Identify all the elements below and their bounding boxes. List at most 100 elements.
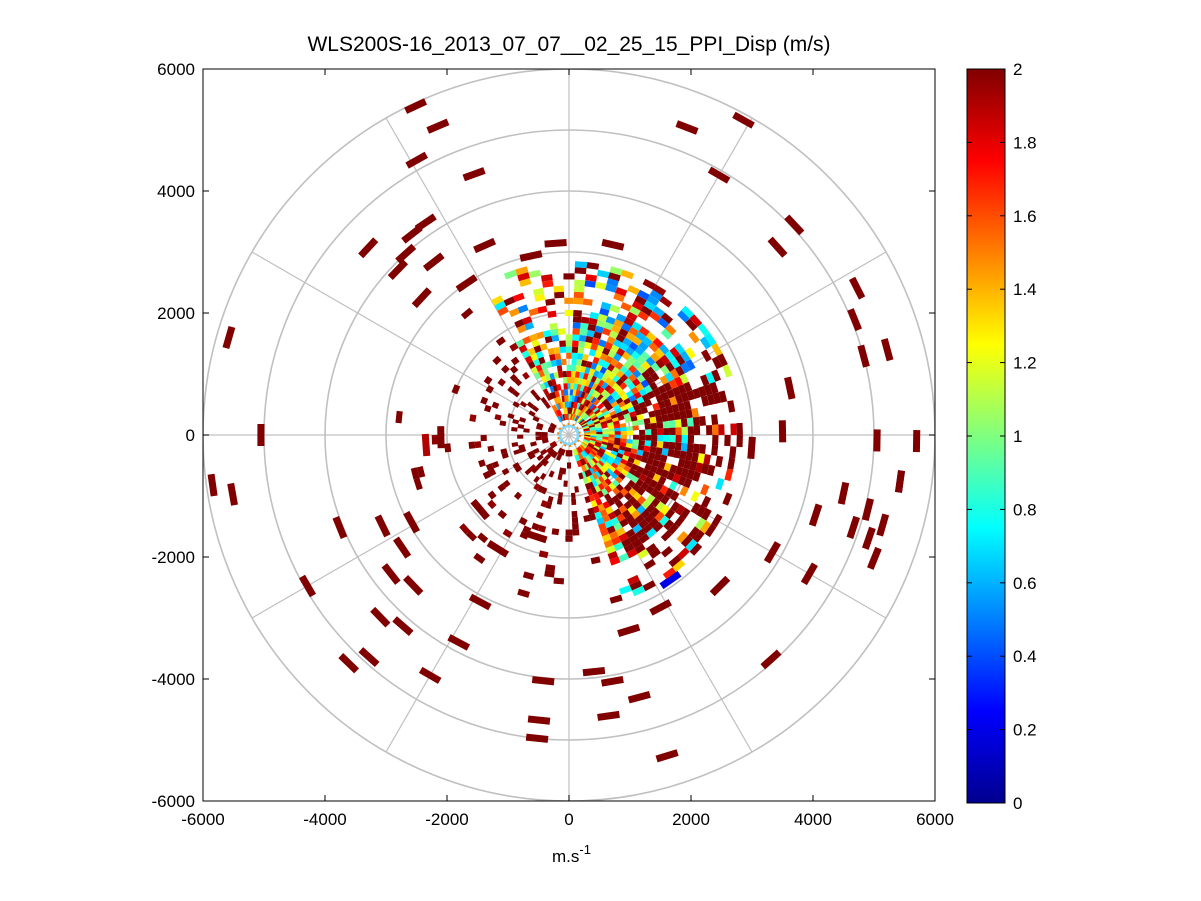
scan-cell bbox=[687, 434, 695, 444]
scan-cell bbox=[589, 311, 600, 320]
scan-cell bbox=[599, 353, 608, 361]
scan-cell bbox=[606, 525, 616, 534]
scan-cell bbox=[677, 458, 686, 468]
scan-cell bbox=[595, 411, 603, 418]
scan-cell bbox=[460, 307, 474, 320]
scan-cell bbox=[597, 450, 605, 457]
scan-cell bbox=[685, 347, 696, 360]
scan-cell bbox=[558, 467, 564, 475]
scan-cell bbox=[623, 450, 631, 457]
scan-cell bbox=[613, 353, 622, 362]
scan-cell bbox=[700, 463, 710, 475]
scan-cell bbox=[480, 396, 489, 405]
ppi-cell bbox=[659, 570, 682, 590]
scan-cell bbox=[636, 486, 646, 496]
scan-cell bbox=[514, 465, 523, 473]
ppi-cell bbox=[374, 514, 391, 538]
scan-cell bbox=[497, 306, 509, 317]
scan-cell bbox=[491, 401, 500, 410]
scan-cell bbox=[590, 487, 597, 495]
scan-cell bbox=[660, 391, 670, 401]
ppi-cell bbox=[525, 733, 549, 743]
scan-cell bbox=[627, 456, 635, 464]
scan-cell bbox=[660, 546, 674, 558]
scan-cell bbox=[675, 466, 684, 476]
scan-cell bbox=[625, 442, 633, 449]
scan-cell bbox=[588, 349, 597, 357]
ppi-cell bbox=[732, 111, 755, 129]
scan-cell bbox=[619, 442, 627, 447]
scan-cell bbox=[705, 425, 713, 436]
scan-cell bbox=[510, 356, 520, 366]
scan-cell bbox=[534, 393, 542, 402]
scan-cell bbox=[590, 465, 598, 474]
scan-cell bbox=[656, 441, 664, 449]
scan-cell bbox=[628, 519, 639, 529]
scan-cell bbox=[641, 499, 651, 510]
scan-cell bbox=[618, 532, 629, 542]
scan-cell bbox=[614, 434, 621, 439]
scan-cell bbox=[519, 530, 530, 540]
scan-cell bbox=[694, 517, 707, 530]
scan-cell bbox=[712, 424, 719, 436]
scan-cell bbox=[583, 514, 591, 523]
scan-cell bbox=[594, 377, 601, 385]
scan-cell bbox=[630, 415, 638, 422]
scan-cell bbox=[646, 457, 655, 466]
scan-cell bbox=[627, 479, 636, 488]
scan-cell bbox=[570, 492, 576, 500]
scan-cell bbox=[549, 372, 556, 380]
scan-cell bbox=[625, 460, 634, 468]
scan-cell bbox=[686, 469, 696, 480]
scan-cell bbox=[564, 401, 570, 408]
scan-cell bbox=[637, 310, 650, 322]
scan-cell bbox=[573, 297, 584, 305]
scan-cell bbox=[608, 465, 616, 473]
scan-cell bbox=[543, 381, 550, 389]
scan-cell bbox=[533, 475, 541, 484]
scan-cell bbox=[697, 323, 710, 337]
colorbar-tick-label: 1 bbox=[1013, 427, 1022, 446]
scan-cell bbox=[699, 374, 710, 387]
scan-cell bbox=[625, 472, 634, 480]
scan-cell bbox=[623, 360, 633, 370]
ppi-cell bbox=[393, 536, 412, 559]
scan-cell bbox=[513, 491, 523, 500]
scan-cell bbox=[587, 460, 594, 469]
scan-cell bbox=[654, 409, 662, 417]
ppi-cell bbox=[837, 481, 850, 505]
scan-cell bbox=[518, 516, 528, 526]
scan-cell bbox=[511, 426, 518, 432]
scan-cell bbox=[551, 451, 559, 459]
scan-cell bbox=[533, 345, 542, 353]
scan-cell bbox=[646, 366, 656, 376]
scan-cell bbox=[620, 269, 635, 280]
scan-cell bbox=[564, 309, 574, 317]
scan-cell bbox=[629, 580, 643, 591]
scan-cell bbox=[642, 278, 656, 290]
scan-cell bbox=[603, 401, 612, 409]
scan-cell bbox=[596, 433, 603, 439]
scan-cell bbox=[573, 309, 582, 317]
scan-cell bbox=[609, 266, 623, 276]
x-tick-label: -2000 bbox=[425, 810, 468, 829]
scan-cell bbox=[692, 471, 701, 482]
scan-cell bbox=[615, 527, 626, 537]
scan-cell bbox=[698, 416, 707, 426]
scan-cell bbox=[544, 401, 551, 410]
scan-cell bbox=[630, 448, 638, 455]
scan-cell bbox=[655, 501, 666, 512]
scan-cell bbox=[671, 403, 680, 413]
scan-cell bbox=[644, 463, 653, 471]
scan-cell bbox=[595, 452, 603, 459]
ppi-cell bbox=[847, 308, 862, 332]
scan-cell bbox=[644, 399, 653, 407]
scan-cell bbox=[563, 480, 568, 487]
scan-cell bbox=[522, 371, 530, 380]
scan-cell bbox=[515, 266, 529, 276]
scan-cell bbox=[700, 507, 712, 521]
colorbar-tick-label: 0 bbox=[1013, 794, 1022, 813]
scan-cell bbox=[585, 335, 594, 344]
scan-cell bbox=[592, 398, 600, 406]
scan-cell bbox=[559, 340, 566, 347]
